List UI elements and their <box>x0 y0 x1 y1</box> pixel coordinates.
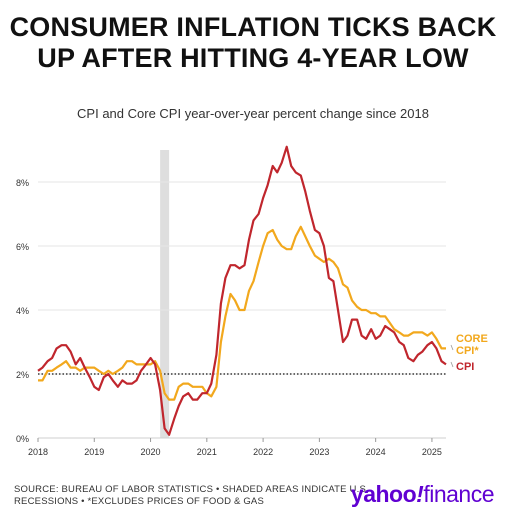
y-tick-label: 6% <box>16 242 29 252</box>
cpi-line <box>37 145 447 436</box>
core-cpi-label-line1: CORE <box>456 333 488 345</box>
x-tick-label: 2021 <box>197 447 217 457</box>
source-footnote: SOURCE: BUREAU OF LABOR STATISTICS • SHA… <box>14 484 374 508</box>
chart-subtitle: CPI and Core CPI year-over-year percent … <box>77 106 429 121</box>
source-line-1: SOURCE: BUREAU OF LABOR STATISTICS • SHA… <box>14 484 369 495</box>
y-tick-label: 4% <box>16 306 29 316</box>
x-tick-label: 2019 <box>84 447 104 457</box>
logo-exclaim: ! <box>416 481 424 507</box>
x-tick-label: 2023 <box>309 447 329 457</box>
x-tick-label: 2024 <box>366 447 386 457</box>
x-tick-label: 2020 <box>141 447 161 457</box>
recession-shade <box>160 150 170 438</box>
cpi-label: CPI <box>456 361 474 373</box>
core-cpi-line <box>38 225 446 401</box>
logo-finance-text: finance <box>423 481 494 507</box>
y-tick-label: 8% <box>16 178 29 188</box>
core-cpi-label-line2: CPI* <box>456 345 479 357</box>
chart-title: CONSUMER INFLATION TICKS BACK UP AFTER H… <box>9 12 497 73</box>
y-tick-label: 0% <box>16 434 29 444</box>
yahoo-finance-logo: yahoo!finance <box>350 481 495 508</box>
core-cpi-leader <box>450 344 454 351</box>
x-tick-label: 2022 <box>253 447 273 457</box>
x-tick-label: 2018 <box>28 447 48 457</box>
source-line-2: RECESSIONS • *EXCLUDES PRICES OF FOOD & … <box>14 496 265 507</box>
cpi-leader <box>450 361 454 368</box>
line-chart: 0% 2% 4% 6% 8% 2018 2019 2020 2021 2022 2023 2024 20… <box>16 145 488 457</box>
x-tick-label: 2025 <box>422 447 442 457</box>
logo-yahoo-text: yahoo <box>350 481 417 507</box>
y-tick-label: 2% <box>16 370 29 380</box>
